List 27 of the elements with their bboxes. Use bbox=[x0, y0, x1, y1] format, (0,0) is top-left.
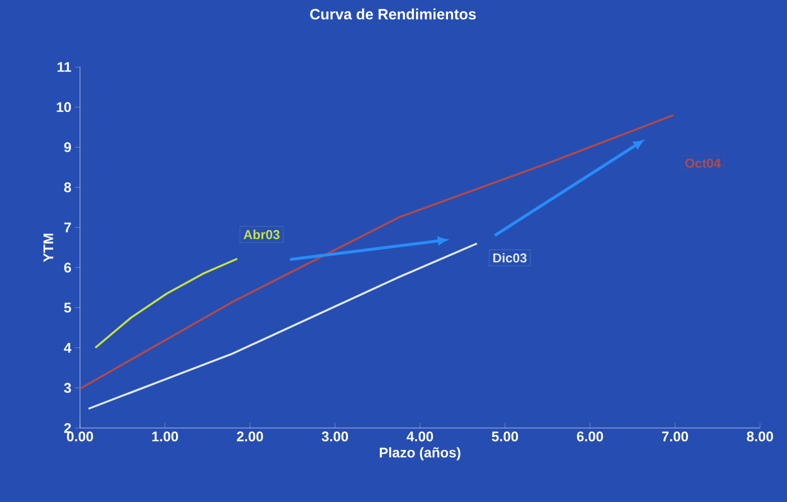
x-tick-label: 8.00 bbox=[746, 432, 774, 442]
x-tick-label: 0.00 bbox=[66, 432, 94, 442]
y-tick-label: 11 bbox=[58, 62, 72, 72]
y-tick-label: 7 bbox=[64, 222, 71, 232]
chart-title: Curva de Rendimientos bbox=[310, 8, 476, 20]
series-label: Abr03 bbox=[244, 230, 280, 240]
x-tick-label: 4.00 bbox=[406, 432, 434, 442]
x-tick-label: 7.00 bbox=[662, 432, 688, 442]
series-label: Dic03 bbox=[493, 253, 527, 263]
x-axis-title: Plazo (años) bbox=[380, 447, 460, 460]
y-tick-label: 3 bbox=[64, 382, 71, 393]
x-tick-label: 6.00 bbox=[576, 432, 604, 442]
y-axis-title: YTM bbox=[44, 234, 54, 262]
line-series bbox=[94, 258, 238, 349]
line-series bbox=[88, 242, 478, 410]
y-tick-label: 5 bbox=[64, 302, 72, 313]
x-tick-label: 3.00 bbox=[322, 432, 348, 442]
text: Oct04 bbox=[685, 158, 721, 168]
x-tick-label: 2.00 bbox=[236, 432, 264, 442]
y-tick-label: 6 bbox=[64, 262, 71, 272]
x-tick-label: 1.00 bbox=[152, 432, 178, 442]
line-series bbox=[79, 114, 674, 390]
y-tick-label: 9 bbox=[64, 142, 71, 152]
x-tick-label: 5.00 bbox=[492, 432, 518, 442]
y-tick-label: 10 bbox=[56, 102, 71, 112]
y-tick-label: 8 bbox=[64, 182, 72, 192]
y-tick-label: 4 bbox=[64, 342, 72, 353]
